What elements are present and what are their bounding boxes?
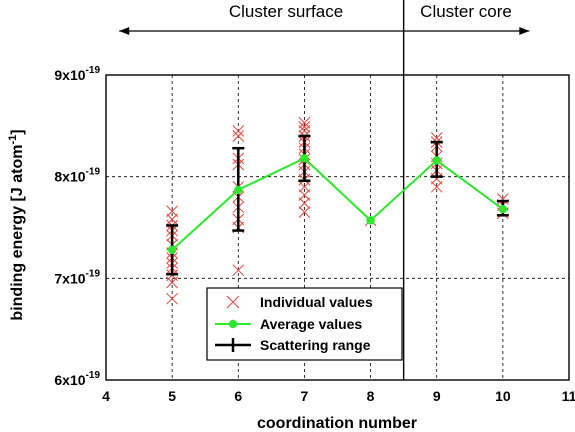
region-arrow-right-head [519,27,530,35]
y-axis-title: binding energy [J atom-1] [7,129,26,320]
plot-frame [105,74,570,381]
y-tick-label: 6x10-19 [54,370,100,388]
y-axis-title-unit-exponent: -1 [7,135,19,145]
y-tick-label: 9x10-19 [54,65,100,83]
individual-value-marker [166,276,178,289]
y-tick-label: 7x10-19 [54,268,100,286]
individual-value-marker [298,206,311,219]
x-axis-title: coordination number [257,415,417,432]
y-tick-label: 8x10-19 [54,167,100,185]
y-tick-exponent: -19 [86,370,101,381]
legend-average-marker [228,319,238,329]
x-tick-label: 5 [168,388,176,404]
y-tick-base: 6x10 [54,372,85,388]
plot-data [166,116,509,305]
average-values-line [171,157,504,251]
region-annotations: Cluster surface Cluster core [119,0,530,380]
average-value-point [234,185,243,195]
region-label-surface: Cluster surface [229,2,343,21]
legend-individual-marker [226,295,240,309]
y-axis-title-main: binding energy [J atom [9,145,26,321]
x-tick-label: 9 [433,388,441,404]
y-axis-title-close: ] [9,129,26,134]
individual-value-marker [232,125,245,137]
legend: Individual values Average values Scatterin… [206,287,403,361]
legend-entry-label: Scattering range [260,337,371,353]
y-tick-base: 9x10 [54,67,85,83]
average-value-point [432,156,441,165]
x-tick-label: 11 [562,388,575,404]
average-value-point [167,245,177,255]
region-label-core: Cluster core [420,2,512,21]
x-tick-label: 8 [367,388,375,404]
individual-value-marker [298,189,311,201]
grid-lines [106,75,569,380]
x-tick-label: 10 [495,388,511,404]
individual-value-marker [298,125,311,137]
individual-value-marker [298,180,311,193]
individual-value-marker [497,193,509,205]
individual-value-marker [232,130,245,142]
x-tick-label: 4 [102,388,110,404]
y-tick-exponent: -19 [86,268,101,279]
individual-value-marker [298,116,311,129]
individual-value-marker [232,264,245,277]
region-arrow-left-head [119,27,130,35]
legend-entry-label: Average values [260,316,362,332]
x-tick-label: 7 [301,388,309,404]
individual-value-marker [166,205,178,218]
average-value-point [300,154,309,163]
x-tick-label: 6 [234,388,242,404]
individual-value-marker [166,213,178,226]
individual-value-marker [166,292,178,305]
y-tick-exponent: -19 [86,65,101,76]
y-tick-exponent: -19 [86,167,101,178]
individual-value-marker [298,120,311,133]
individual-value-marker [430,172,443,185]
individual-value-marker [430,180,443,193]
y-tick-base: 8x10 [54,169,85,185]
individual-value-marker [298,197,311,209]
average-value-point [366,216,375,225]
legend-entry-label: Individual values [260,294,373,310]
average-value-point [498,205,508,214]
y-tick-base: 7x10 [54,270,85,286]
